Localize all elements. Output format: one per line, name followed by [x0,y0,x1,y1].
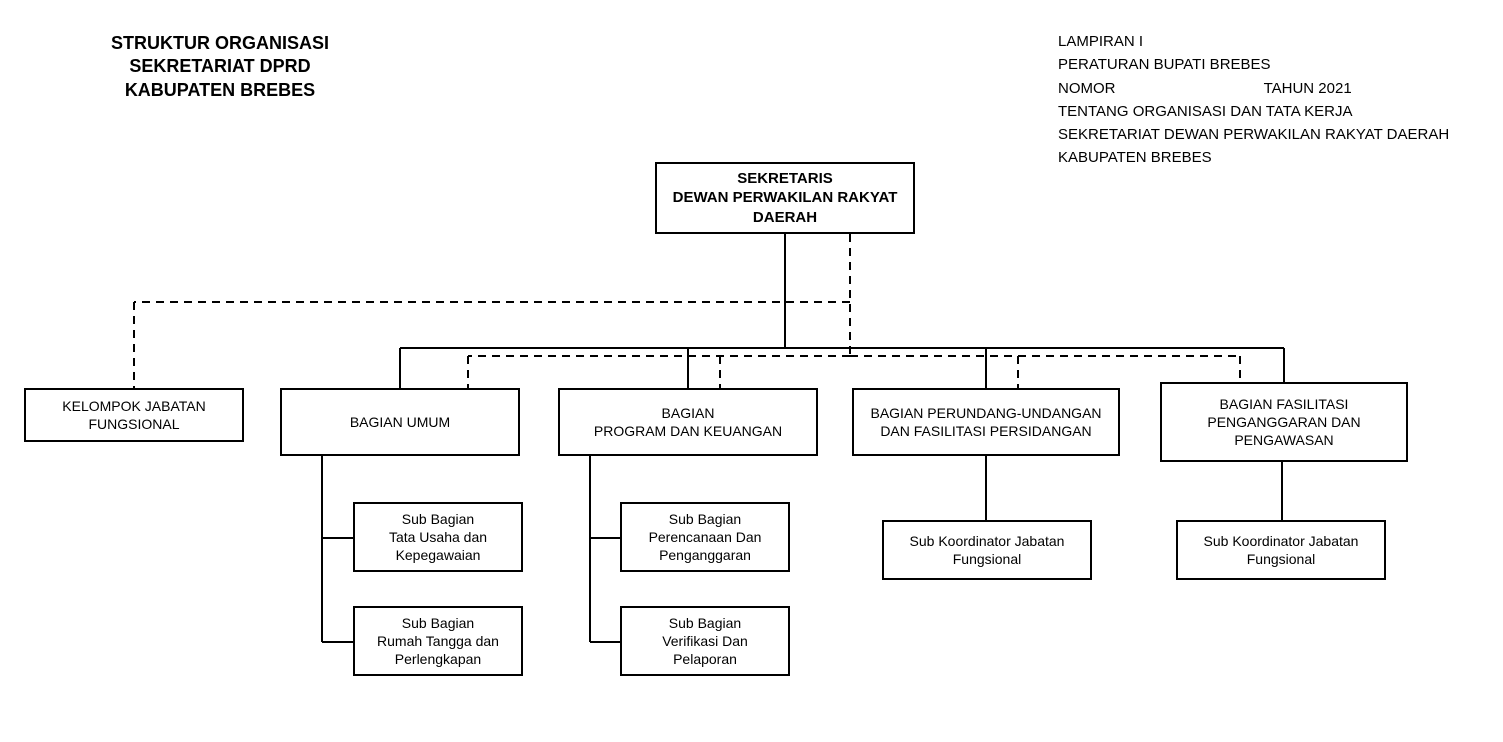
lampiran-l6: KABUPATEN BREBES [1058,146,1449,169]
node-sub-koordinator-2: Sub Koordinator JabatanFungsional [1176,520,1386,580]
node-kelompok-jabatan: KELOMPOK JABATANFUNGSIONAL [24,388,244,442]
lampiran-tahun: TAHUN 2021 [1264,80,1352,97]
node-bagian-perundang: BAGIAN PERUNDANG-UNDANGANDAN FASILITASI … [852,388,1120,456]
node-sub-rumah-tangga: Sub BagianRumah Tangga danPerlengkapan [353,606,523,676]
lampiran-l3: NOMOR TAHUN 2021 [1058,77,1449,100]
lampiran-l1: LAMPIRAN I [1058,30,1449,53]
title-line-1: STRUKTUR ORGANISASI [111,33,329,53]
node-sub-perencanaan: Sub BagianPerencanaan DanPenganggaran [620,502,790,572]
node-sub-verifikasi: Sub BagianVerifikasi Dan Pelaporan [620,606,790,676]
lampiran-l4: TENTANG ORGANISASI DAN TATA KERJA [1058,100,1449,123]
lampiran-nomor-label: NOMOR [1058,80,1116,97]
lampiran-l5: SEKRETARIAT DEWAN PERWAKILAN RAKYAT DAER… [1058,123,1449,146]
doc-title: STRUKTUR ORGANISASI SEKRETARIAT DPRD KAB… [70,32,370,102]
lampiran-l2: PERATURAN BUPATI BREBES [1058,53,1449,76]
lampiran-block: LAMPIRAN I PERATURAN BUPATI BREBES NOMOR… [1058,30,1449,170]
title-line-3: KABUPATEN BREBES [125,80,315,100]
node-bagian-fasilitasi: BAGIAN FASILITASIPENGANGGARAN DANPENGAWA… [1160,382,1408,462]
node-bagian-program: BAGIANPROGRAM DAN KEUANGAN [558,388,818,456]
node-sub-koordinator-1: Sub Koordinator JabatanFungsional [882,520,1092,580]
node-sekretaris: SEKRETARISDEWAN PERWAKILAN RAKYATDAERAH [655,162,915,234]
title-line-2: SEKRETARIAT DPRD [129,56,310,76]
node-sub-tata-usaha: Sub BagianTata Usaha danKepegawaian [353,502,523,572]
node-bagian-umum: BAGIAN UMUM [280,388,520,456]
